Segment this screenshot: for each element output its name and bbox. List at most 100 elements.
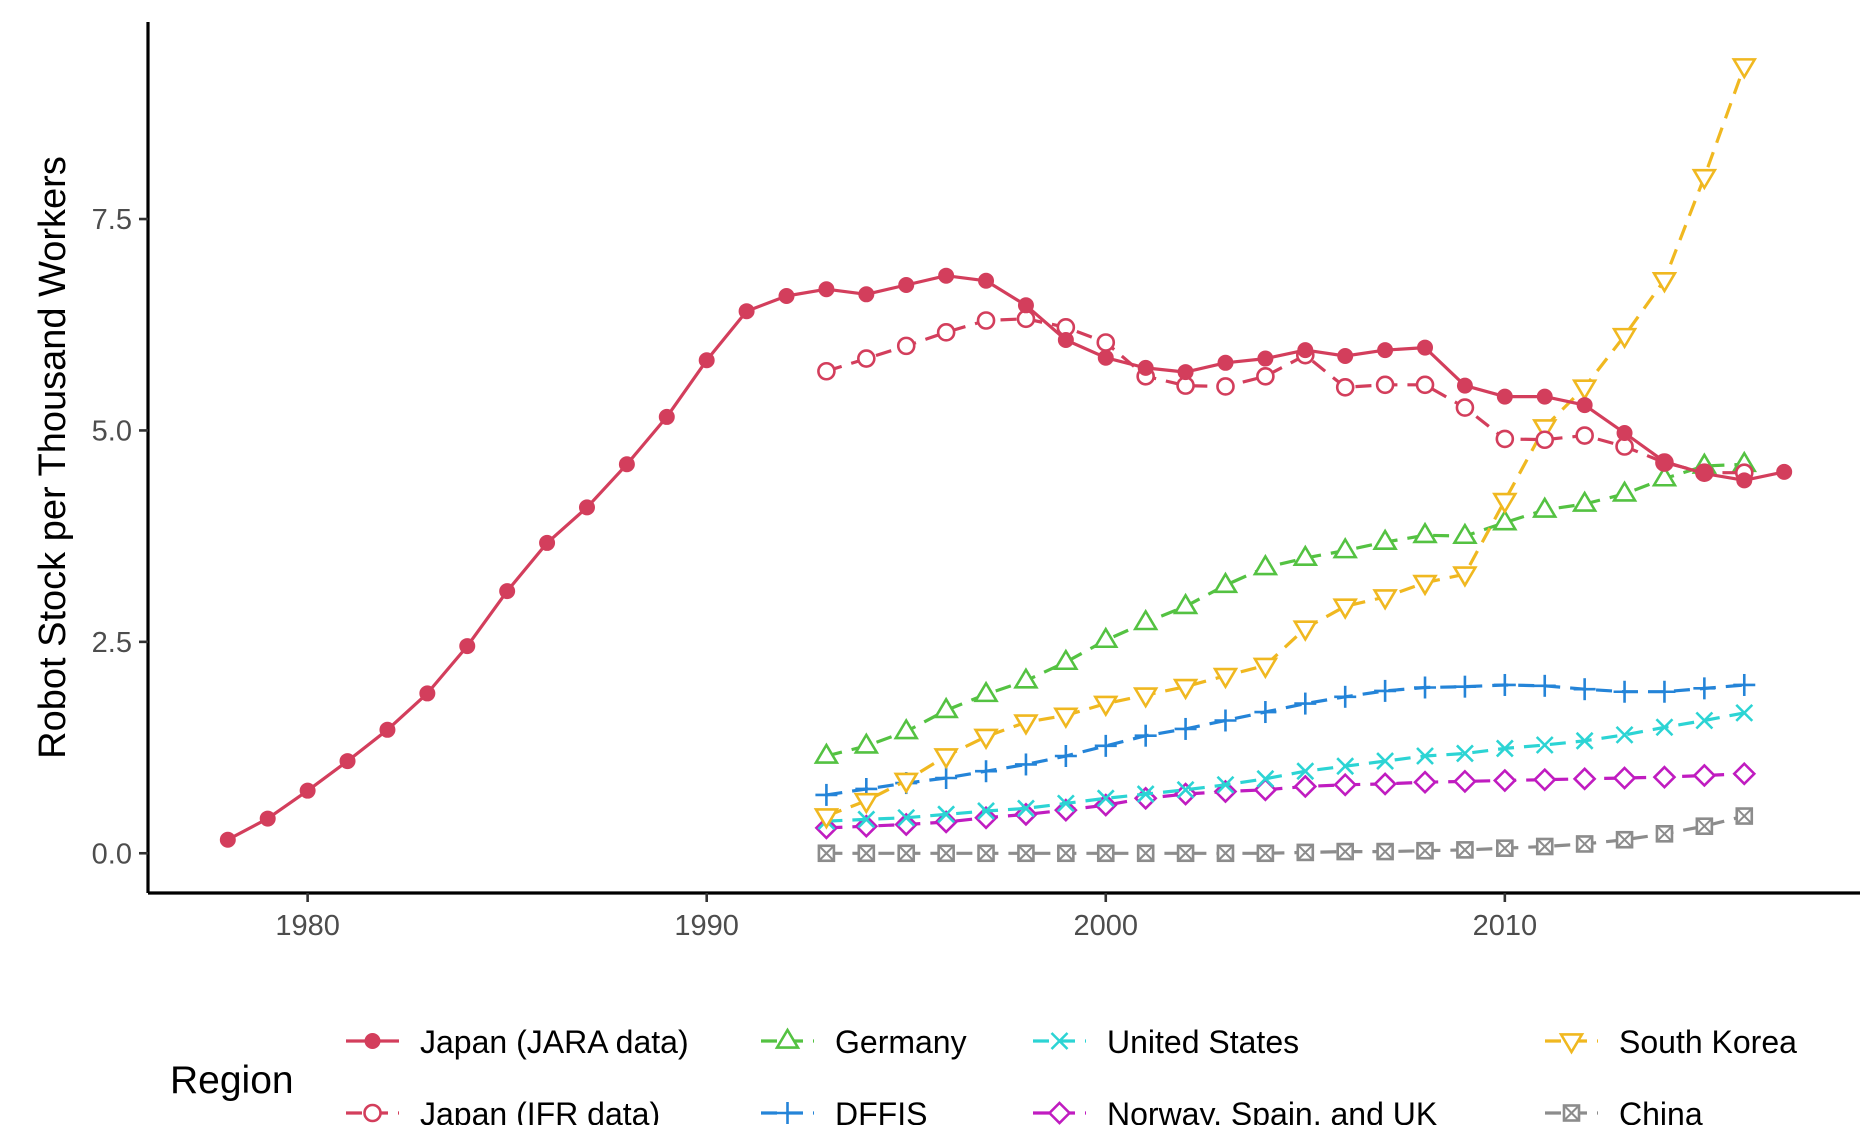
y-tick-label: 2.5 [92,627,132,659]
data-point-norway-spain-and-uk [1652,765,1677,789]
data-point-japan-ifr-data [976,311,996,330]
y-tick-label: 7.5 [92,204,132,236]
data-point-south-korea [1731,58,1758,80]
data-point-japan-ifr-data [1495,429,1515,449]
y-tick-label: 5.0 [92,415,132,447]
data-point-china [937,844,955,863]
data-point-south-korea [1492,492,1518,515]
data-point-united-states [977,802,995,820]
data-point-japan-jara-data [818,281,835,298]
data-point-norway-spain-and-uk [1133,786,1158,811]
data-point-japan-ifr-data [896,336,916,356]
data-point-germany [1132,608,1159,631]
legend-label: Japan (JARA data) [420,1024,689,1060]
data-point-dffis [1294,692,1317,715]
data-point-united-states [1056,794,1075,813]
legend-item-germany: Germany [761,1024,967,1060]
legend-title: Region [170,1059,294,1102]
data-point-china [1256,844,1275,863]
data-point-japan-ifr-data [1455,398,1475,417]
data-point-dffis [1174,717,1197,740]
data-point-china [1535,837,1554,856]
data-point-germany [893,717,919,740]
data-point-germany [1172,592,1199,615]
data-point-china [1017,844,1035,863]
data-point-germany [1252,553,1279,576]
legend-label: DFFIS [835,1096,927,1125]
data-point-dffis [1334,685,1357,708]
data-point-dffis [1733,673,1756,696]
legend-marker [1047,1101,1072,1125]
data-point-norway-spain-and-uk [1532,767,1557,792]
data-point-china [1296,843,1315,862]
legend-item-japan-ifr-data: Japan (IFR data) [346,1096,660,1125]
legend-label: United States [1107,1024,1299,1060]
data-point-united-states [1136,785,1155,803]
data-point-south-korea [1172,678,1199,701]
data-point-norway-spain-and-uk [1492,768,1517,793]
data-point-japan-jara-data [419,685,436,702]
data-point-japan-ifr-data [1256,367,1275,386]
data-point-japan-ifr-data [1335,378,1355,397]
data-point-south-korea [853,792,880,815]
data-point-norway-spain-and-uk [1612,766,1637,790]
data-point-south-korea [1412,574,1438,597]
data-point-united-states [857,810,876,829]
data-point-japan-jara-data [339,753,356,770]
data-point-norway-spain-and-uk [1373,772,1397,796]
data-point-south-korea [1651,272,1678,294]
data-point-china [1575,835,1594,853]
data-point-united-states [1296,762,1315,781]
data-point-dffis [975,760,998,783]
legend-label: China [1619,1096,1703,1125]
data-point-dffis [1094,734,1117,757]
legend-item-norway-spain-and-uk: Norway, Spain, and UK [1033,1096,1437,1125]
data-point-norway-spain-and-uk [1413,770,1437,795]
data-point-dffis [1134,724,1157,747]
legend-marker [1562,1104,1581,1122]
series-line-united-states [826,711,1745,823]
data-point-dffis [1653,680,1676,703]
data-point-united-states [1017,799,1035,818]
data-point-japan-jara-data [618,456,635,473]
legend-item-dffis: DFFIS [761,1096,927,1125]
data-point-japan-jara-data [1057,331,1074,348]
data-point-china [977,844,995,863]
data-point-germany [1492,509,1518,531]
data-point-united-states [1735,703,1754,722]
x-tick-label: 2000 [1074,910,1139,942]
plot-area [219,58,1793,863]
data-point-china [1376,842,1394,861]
data-point-dffis [1374,679,1397,702]
series-dffis [815,673,1756,806]
data-point-south-korea [1372,589,1398,611]
data-point-united-states [1256,769,1275,788]
data-point-japan-ifr-data [1575,426,1594,445]
legend-marker [776,1102,799,1124]
data-point-germany [1212,571,1239,594]
data-point-germany [1372,528,1398,550]
data-point-japan-jara-data [1776,463,1793,480]
legend: Region Japan (JARA data) Japan (IFR data)… [170,1024,1797,1125]
series-japan-ifr-data [817,309,1754,483]
data-point-germany [813,742,840,764]
data-point-united-states [1615,725,1634,744]
data-point-united-states [1535,736,1554,754]
data-point-china [1695,817,1714,835]
data-point-germany [1611,480,1638,502]
data-point-japan-ifr-data [936,323,956,342]
data-point-south-korea [933,748,959,770]
data-point-japan-ifr-data [1096,333,1116,352]
data-point-south-korea [1532,419,1558,441]
data-point-germany [973,680,999,703]
data-point-germany [853,732,880,754]
data-point-japan-jara-data [1097,349,1114,366]
data-point-japan-jara-data [1417,339,1434,356]
data-point-japan-jara-data [698,352,715,369]
data-point-south-korea [1611,327,1638,350]
data-point-south-korea [1093,695,1119,718]
data-point-japan-jara-data [219,831,236,848]
data-point-china [1735,807,1754,825]
data-point-germany [1571,490,1598,512]
